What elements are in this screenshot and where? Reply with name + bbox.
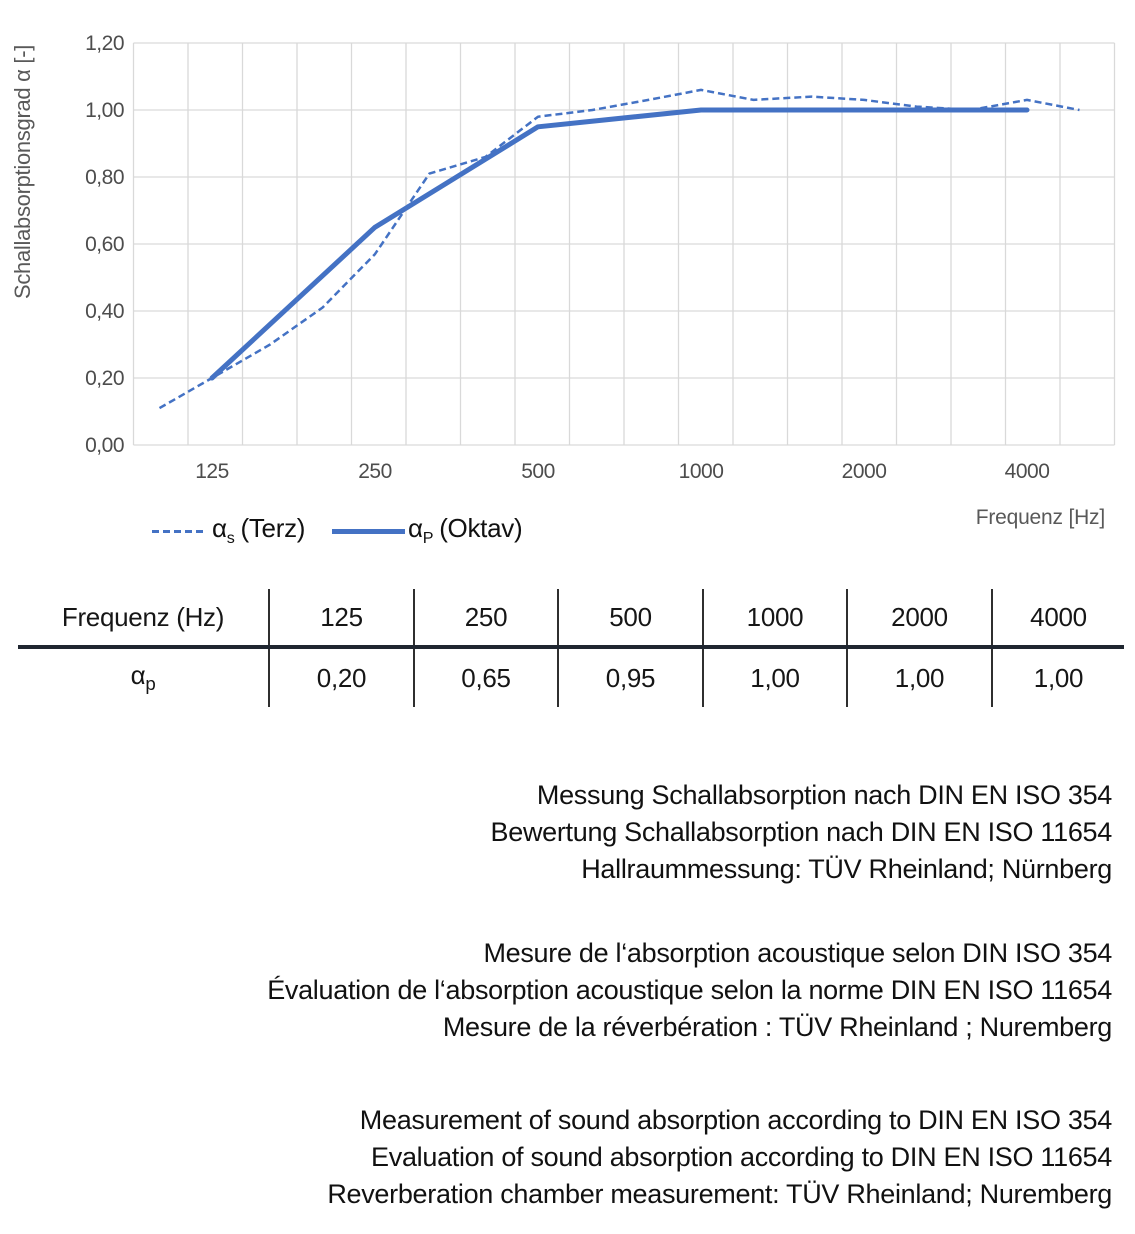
x-tick-label: 1000 [679, 460, 724, 483]
alpha-p-row-label: αp [18, 647, 269, 707]
table-value-cell: 0,65 [413, 647, 558, 707]
note-line: Evaluation of sound absorption according… [371, 1142, 1112, 1172]
note-line: Measurement of sound absorption accordin… [359, 1105, 1113, 1135]
note-line: Évaluation de l‘absorption acoustique se… [267, 975, 1112, 1005]
y-axis-title: Schallabsorptionsgrad α [-] [10, 45, 35, 299]
table-value-row: αp 0,20 0,65 0,95 1,00 1,00 1,00 [18, 647, 1124, 707]
legend-series-name: (Terz) [240, 513, 306, 544]
note-line: Mesure de la réverbération : TÜV Rheinla… [442, 1012, 1112, 1042]
x-tick-label: 500 [521, 460, 555, 483]
table-value-cell: 1,00 [991, 647, 1124, 707]
note-line: Hallraummessung: TÜV Rheinland; Nürnberg [581, 854, 1112, 884]
notes-english: Measurement of sound absorption accordin… [0, 1102, 1135, 1213]
y-tick-label: 0,00 [85, 434, 124, 457]
note-line: Mesure de l‘absorption acoustique selon … [483, 938, 1112, 968]
legend-label-oktav: αP (Oktav) [408, 513, 523, 548]
chart-legend-item-oktav: αP (Oktav) [332, 513, 523, 548]
table-header-row: Frequenz (Hz) 125 250 500 1000 2000 4000 [18, 589, 1124, 649]
table-value-cell: 0,95 [557, 647, 703, 707]
legend-label-terz: αs (Terz) [212, 513, 305, 548]
x-tick-label: 4000 [1005, 460, 1050, 483]
x-tick-label: 250 [358, 460, 392, 483]
y-tick-label: 0,20 [85, 367, 124, 390]
alpha-symbol: α [212, 513, 227, 544]
legend-series-name: (Oktav) [439, 513, 523, 544]
alpha-subscript: P [422, 529, 434, 548]
y-tick-label: 1,20 [85, 32, 124, 55]
series-alpha-s-terz [158, 88, 1080, 410]
note-line: Bewertung Schallabsorption nach DIN EN I… [490, 817, 1113, 847]
alpha-subscript: s [226, 529, 235, 548]
table-header-cell: 4000 [991, 589, 1124, 649]
sound-absorption-chart: 1,20 1,00 0,80 0,60 0,40 0,20 0,00 125 250 500 100… [0, 0, 1135, 565]
solid-line-swatch [332, 528, 405, 534]
alpha-symbol: α [408, 513, 423, 544]
alpha-symbol: α [130, 660, 146, 691]
x-axis-title: Frequenz [Hz] [975, 506, 1105, 529]
absorption-chart-svg: 1,20 1,00 0,80 0,60 0,40 0,20 0,00 125 250 500 100… [10, 32, 1116, 483]
y-tick-label: 0,60 [85, 233, 124, 256]
x-tick-label: 125 [195, 460, 229, 483]
y-tick-label: 0,40 [85, 300, 124, 323]
note-line: Messung Schallabsorption nach DIN EN ISO… [536, 780, 1112, 810]
table-value-cell: 0,20 [268, 647, 414, 707]
dashed-line-swatch [152, 529, 204, 533]
table-value-cell: 1,00 [702, 647, 847, 707]
y-tick-label: 0,80 [85, 166, 124, 189]
table-header-cell: 1000 [702, 589, 847, 649]
absorption-table: Frequenz (Hz) 125 250 500 1000 2000 4000… [18, 589, 1124, 707]
table-header-cell: 2000 [846, 589, 992, 649]
notes-german: Messung Schallabsorption nach DIN EN ISO… [0, 777, 1135, 888]
table-header-cell: 125 [268, 589, 414, 649]
series-alpha-p-oktav [209, 107, 1030, 381]
y-tick-label: 1,00 [85, 99, 124, 122]
note-line: Reverberation chamber measurement: TÜV R… [327, 1179, 1112, 1209]
table-header-cell: 500 [557, 589, 703, 649]
table-value-cell: 1,00 [846, 647, 992, 707]
x-tick-label: 2000 [842, 460, 887, 483]
notes-french: Mesure de l‘absorption acoustique selon … [0, 935, 1135, 1046]
chart-legend-item-terz: αs (Terz) [152, 513, 305, 548]
table-header-cell: Frequenz (Hz) [18, 589, 269, 649]
alpha-subscript: p [145, 673, 156, 695]
table-header-cell: 250 [413, 589, 558, 649]
